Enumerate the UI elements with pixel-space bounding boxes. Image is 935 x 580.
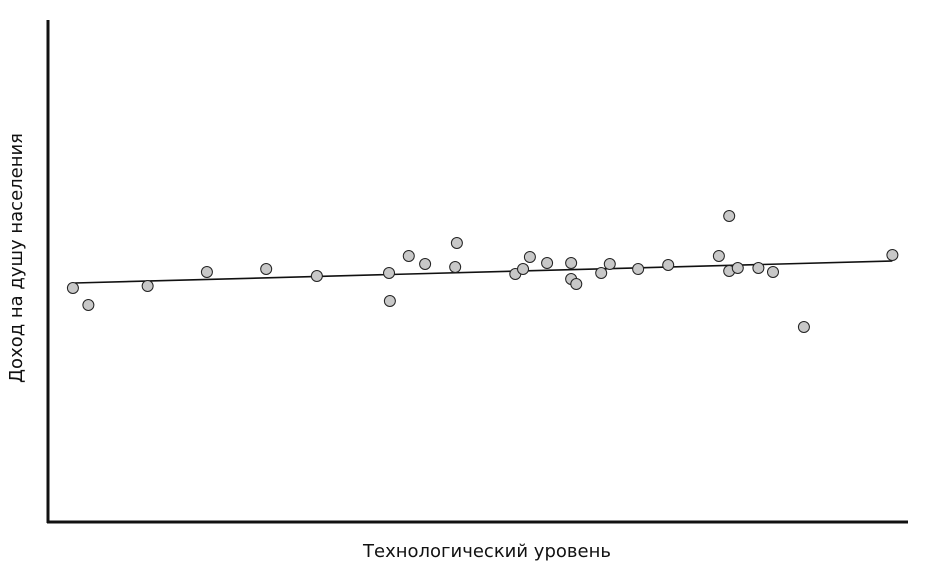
- data-point: [449, 261, 462, 273]
- data-point: [731, 262, 744, 274]
- data-point: [712, 250, 725, 262]
- data-point: [402, 250, 415, 262]
- data-point: [141, 280, 154, 292]
- data-point: [797, 321, 810, 333]
- data-point: [603, 258, 616, 270]
- data-point: [541, 257, 554, 269]
- data-point: [886, 249, 899, 261]
- data-point: [595, 267, 608, 279]
- data-point: [632, 263, 645, 275]
- data-point: [310, 270, 323, 282]
- x-axis-label: Технологический уровень: [362, 541, 611, 562]
- data-point: [66, 282, 79, 294]
- data-point: [565, 257, 578, 269]
- data-point: [766, 266, 779, 278]
- data-point: [752, 262, 765, 274]
- data-point: [419, 258, 432, 270]
- data-point: [200, 266, 213, 278]
- data-point: [723, 210, 736, 222]
- data-point: [383, 295, 396, 307]
- data-point: [383, 267, 396, 279]
- data-point: [570, 278, 583, 290]
- data-point: [450, 237, 463, 249]
- data-point: [517, 263, 530, 275]
- y-axis-label: Доход на душу населения: [6, 133, 27, 383]
- data-point: [662, 259, 675, 271]
- data-point: [523, 251, 536, 263]
- data-point: [82, 299, 95, 311]
- data-point: [260, 263, 273, 275]
